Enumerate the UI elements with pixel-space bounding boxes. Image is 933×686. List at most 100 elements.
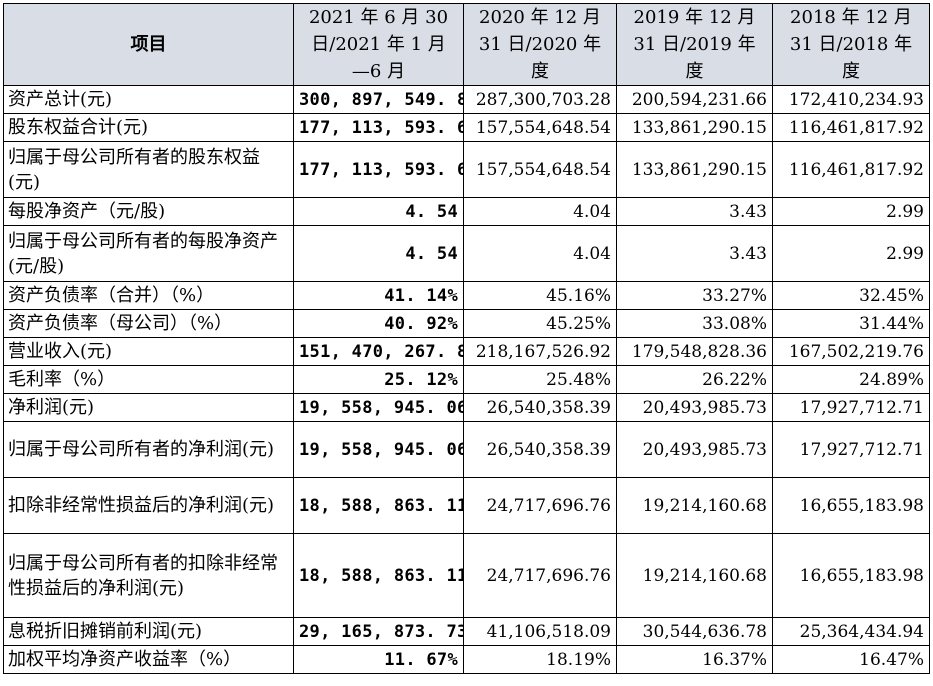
row-label: 息税折旧摊销前利润(元): [3, 617, 294, 646]
cell-2020: 45.25%: [463, 309, 617, 338]
header-col-2021h1-line-2: 日/2021 年 1 月: [311, 34, 446, 55]
cell-2020: 45.16%: [463, 281, 617, 310]
cell-2019: 30,544,636.78: [616, 617, 773, 646]
header-col-2021h1-line-1: 2021 年 6 月 30: [308, 7, 449, 28]
header-col-2020-line-2: 31 日/2020 年: [478, 34, 602, 55]
table-row: 股东权益合计(元) 177, 113, 593. 60 157,554,648.…: [3, 113, 930, 142]
header-col-2019-line-2: 31 日/2019 年: [633, 34, 756, 55]
cell-2018: 2.99: [772, 225, 930, 282]
row-label: 扣除非经常性损益后的净利润(元): [3, 477, 294, 534]
cell-2021h1: 300, 897, 549. 85: [293, 85, 464, 114]
cell-2018: 31.44%: [772, 309, 930, 338]
header-row: 项目 2021 年 6 月 30 日/2021 年 1 月 —6 月 2020 …: [3, 3, 930, 86]
cell-2021h1: 18, 588, 863. 11: [293, 477, 464, 534]
cell-2021h1: 177, 113, 593. 60: [293, 113, 464, 142]
header-col-2019-line-1: 2019 年 12 月: [633, 7, 756, 28]
cell-2018: 24.89%: [772, 365, 930, 394]
table-row: 归属于母公司所有者的净利润(元) 19, 558, 945. 06 26,540…: [3, 421, 930, 478]
cell-2018: 16,655,183.98: [772, 533, 930, 618]
table-row: 营业收入(元) 151, 470, 267. 84 218,167,526.92…: [3, 337, 930, 366]
cell-2018: 16,655,183.98: [772, 477, 930, 534]
cell-2019: 19,214,160.68: [616, 477, 773, 534]
table-row: 资产负债率（母公司）（%） 40. 92% 45.25% 33.08% 31.4…: [3, 309, 930, 338]
header-col-2020-line-1: 2020 年 12 月: [479, 7, 601, 28]
table-row: 每股净资产（元/股) 4. 54 4.04 3.43 2.99: [3, 197, 930, 226]
header-item: 项目: [3, 3, 294, 86]
cell-2021h1: 19, 558, 945. 06: [293, 393, 464, 422]
cell-2019: 179,548,828.36: [616, 337, 773, 366]
header-col-2018-line-2: 31 日/2018 年: [789, 34, 913, 55]
cell-2021h1: 151, 470, 267. 84: [293, 337, 464, 366]
cell-2021h1: 18, 588, 863. 11: [293, 533, 464, 618]
row-label: 归属于母公司所有者的净利润(元): [3, 421, 294, 478]
row-label: 资产总计(元): [3, 85, 294, 114]
cell-2018: 17,927,712.71: [772, 393, 930, 422]
table-row: 毛利率（%） 25. 12% 25.48% 26.22% 24.89%: [3, 365, 930, 394]
cell-2019: 133,861,290.15: [616, 113, 773, 142]
cell-2021h1: 41. 14%: [293, 281, 464, 310]
cell-2018: 2.99: [772, 197, 930, 226]
table-row: 归属于母公司所有者的股东权益(元) 177, 113, 593. 60 157,…: [3, 141, 930, 198]
cell-2018: 167,502,219.76: [772, 337, 930, 366]
header-col-2019-line-3: 度: [685, 61, 704, 82]
cell-2021h1: 25. 12%: [293, 365, 464, 394]
header-col-2020-line-3: 度: [531, 61, 549, 82]
cell-2020: 25.48%: [463, 365, 617, 394]
row-label: 每股净资产（元/股): [3, 197, 294, 226]
row-label: 归属于母公司所有者的扣除非经常性损益后的净利润(元): [3, 533, 294, 618]
header-col-2019: 2019 年 12 月 31 日/2019 年 度: [616, 3, 773, 86]
cell-2019: 20,493,985.73: [616, 393, 773, 422]
cell-2020: 218,167,526.92: [463, 337, 617, 366]
cell-2019: 26.22%: [616, 365, 773, 394]
cell-2018: 116,461,817.92: [772, 141, 930, 198]
cell-2018: 32.45%: [772, 281, 930, 310]
row-label: 归属于母公司所有者的每股净资产(元/股): [3, 225, 294, 282]
table-row: 资产负债率（合并）（%） 41. 14% 45.16% 33.27% 32.45…: [3, 281, 930, 310]
header-col-2020: 2020 年 12 月 31 日/2020 年 度: [463, 3, 617, 86]
header-col-2018: 2018 年 12 月 31 日/2018 年 度: [772, 3, 930, 86]
cell-2018: 116,461,817.92: [772, 113, 930, 142]
cell-2020: 26,540,358.39: [463, 421, 617, 478]
cell-2021h1: 177, 113, 593. 60: [293, 141, 464, 198]
row-label: 营业收入(元): [3, 337, 294, 366]
header-col-2018-line-3: 度: [842, 61, 860, 82]
cell-2021h1: 11. 67%: [293, 645, 464, 674]
row-label: 资产负债率（合并）（%）: [3, 281, 294, 310]
cell-2021h1: 40. 92%: [293, 309, 464, 338]
row-label: 归属于母公司所有者的股东权益(元): [3, 141, 294, 198]
cell-2020: 4.04: [463, 225, 617, 282]
cell-2021h1: 29, 165, 873. 73: [293, 617, 464, 646]
cell-2021h1: 4. 54: [293, 197, 464, 226]
row-label: 资产负债率（母公司）（%）: [3, 309, 294, 338]
cell-2020: 157,554,648.54: [463, 113, 617, 142]
cell-2020: 24,717,696.76: [463, 477, 617, 534]
cell-2020: 41,106,518.09: [463, 617, 617, 646]
row-label: 股东权益合计(元): [3, 113, 294, 142]
table-row: 净利润(元) 19, 558, 945. 06 26,540,358.39 20…: [3, 393, 930, 422]
cell-2018: 172,410,234.93: [772, 85, 930, 114]
header-col-2018-line-1: 2018 年 12 月: [790, 7, 912, 28]
table-row: 归属于母公司所有者的每股净资产(元/股) 4. 54 4.04 3.43 2.9…: [3, 225, 930, 282]
cell-2018: 25,364,434.94: [772, 617, 930, 646]
cell-2019: 16.37%: [616, 645, 773, 674]
cell-2021h1: 19, 558, 945. 06: [293, 421, 464, 478]
cell-2020: 24,717,696.76: [463, 533, 617, 618]
cell-2020: 4.04: [463, 197, 617, 226]
cell-2020: 26,540,358.39: [463, 393, 617, 422]
cell-2020: 287,300,703.28: [463, 85, 617, 114]
cell-2019: 33.08%: [616, 309, 773, 338]
cell-2019: 3.43: [616, 225, 773, 282]
cell-2019: 19,214,160.68: [616, 533, 773, 618]
cell-2021h1: 4. 54: [293, 225, 464, 282]
cell-2019: 133,861,290.15: [616, 141, 773, 198]
header-col-2021h1: 2021 年 6 月 30 日/2021 年 1 月 —6 月: [293, 3, 464, 86]
cell-2019: 20,493,985.73: [616, 421, 773, 478]
financial-table: 项目 2021 年 6 月 30 日/2021 年 1 月 —6 月 2020 …: [3, 3, 930, 674]
cell-2019: 3.43: [616, 197, 773, 226]
cell-2020: 18.19%: [463, 645, 617, 674]
cell-2020: 157,554,648.54: [463, 141, 617, 198]
table-row: 扣除非经常性损益后的净利润(元) 18, 588, 863. 11 24,717…: [3, 477, 930, 534]
table-row: 加权平均净资产收益率（%） 11. 67% 18.19% 16.37% 16.4…: [3, 645, 930, 674]
header-col-2021h1-line-3: —6 月: [351, 61, 406, 82]
